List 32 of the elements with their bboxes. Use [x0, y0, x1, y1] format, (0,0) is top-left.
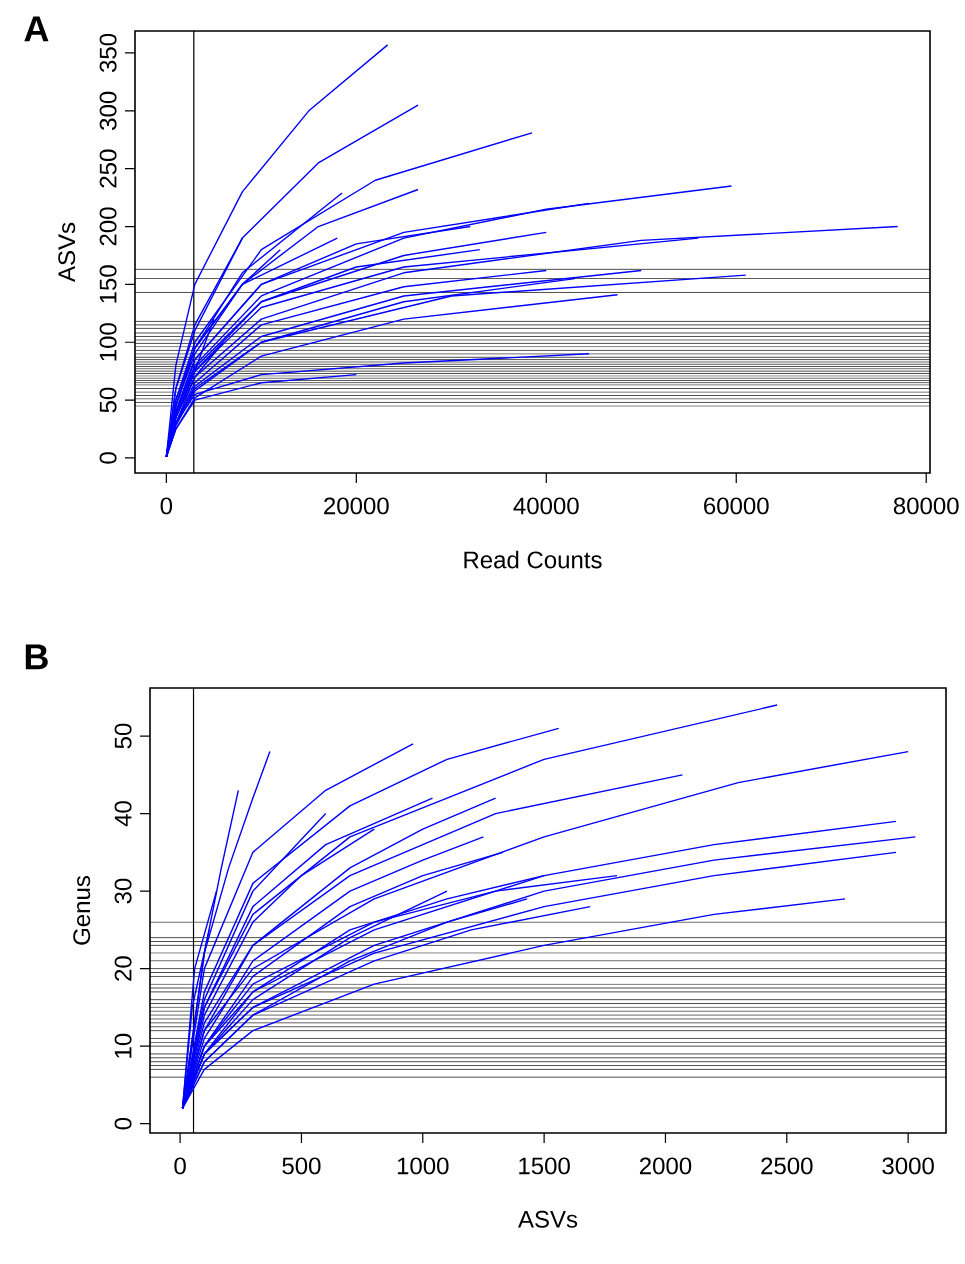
y-tick-label: 350 [99, 33, 117, 73]
y-tick-label: 200 [99, 207, 117, 246]
y-axis-title: Genus [73, 876, 91, 945]
x-tick-label: 0 [174, 1157, 186, 1175]
x-tick-label: 40000 [513, 497, 579, 515]
y-tick-label: 300 [99, 91, 117, 130]
x-tick-label: 3000 [882, 1157, 934, 1175]
y-tick-label: 30 [114, 878, 132, 904]
y-tick-label: 20 [114, 956, 132, 981]
y-tick-label: 0 [99, 452, 117, 464]
x-tick-label: 0 [160, 497, 173, 515]
x-tick-label: 2000 [639, 1157, 692, 1175]
x-tick-label: 2500 [761, 1157, 813, 1175]
y-axis-title: ASVs [58, 222, 76, 282]
y-tick-label: 0 [114, 1117, 132, 1130]
y-tick-label: 100 [99, 323, 117, 361]
x-tick-label: 80000 [893, 497, 959, 515]
y-tick-label: 50 [99, 387, 117, 413]
y-tick-label: 50 [114, 723, 132, 749]
y-tick-label: 250 [99, 149, 117, 188]
x-tick-label: 1000 [397, 1157, 449, 1175]
x-tick-label: 60000 [704, 497, 769, 515]
y-tick-label: 40 [114, 801, 132, 827]
x-tick-label: 20000 [324, 497, 389, 515]
y-tick-label: 150 [99, 265, 117, 303]
y-tick-label: 10 [114, 1033, 132, 1058]
x-axis-title: Read Counts [464, 550, 602, 569]
x-axis-title: ASVs [518, 1210, 578, 1228]
chart-title: B [25, 644, 48, 670]
x-tick-label: 500 [282, 1157, 321, 1175]
x-tick-label: 1500 [519, 1157, 570, 1175]
chart-title: A [24, 16, 49, 42]
